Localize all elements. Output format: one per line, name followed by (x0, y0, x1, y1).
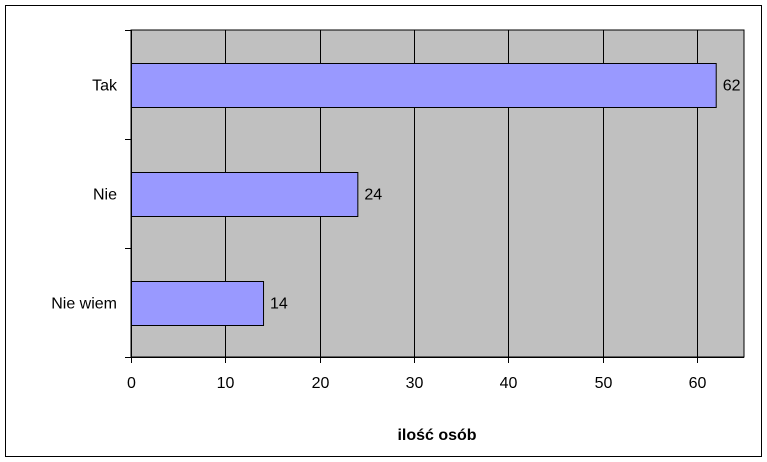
bar (131, 63, 717, 108)
data-label: 14 (270, 296, 288, 313)
axes: 0 10 20 30 40 50 60 Tak Nie Nie wiem (51, 30, 744, 392)
category-label: Tak (92, 78, 118, 95)
bars: 62 24 14 (131, 63, 741, 326)
category-label: Nie wiem (51, 296, 117, 313)
x-tick-label: 20 (312, 375, 330, 392)
category-label: Nie (93, 187, 117, 204)
bar (131, 172, 359, 217)
x-tick-label: 60 (689, 375, 707, 392)
data-label: 24 (364, 187, 382, 204)
x-axis-title: ilość osób (397, 427, 476, 444)
x-tick-label: 50 (595, 375, 613, 392)
data-label: 62 (723, 78, 741, 95)
x-tick-label: 40 (500, 375, 518, 392)
x-tick-label: 30 (406, 375, 424, 392)
x-tick-label: 0 (127, 375, 136, 392)
bar (131, 281, 265, 326)
x-tick-label: 10 (217, 375, 235, 392)
